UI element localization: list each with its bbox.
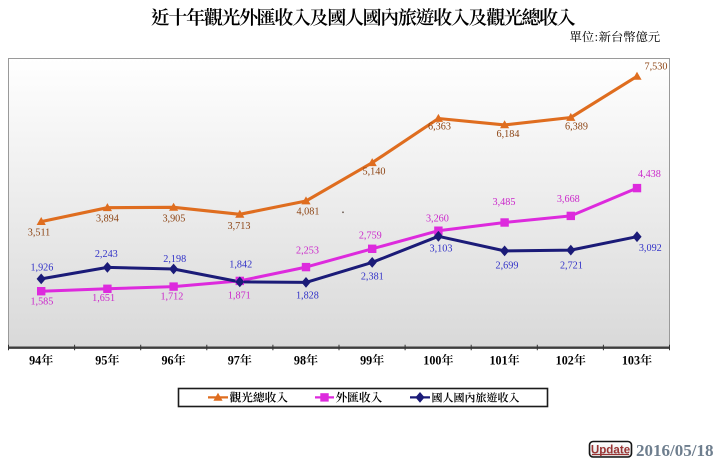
svg-text:1,871: 1,871 — [228, 290, 251, 301]
svg-text:6,184: 6,184 — [497, 129, 520, 140]
svg-text:3,511: 3,511 — [28, 227, 51, 238]
svg-text:102: 102 — [556, 353, 574, 367]
svg-text:2,198: 2,198 — [163, 254, 186, 265]
svg-text:96: 96 — [162, 353, 174, 367]
svg-text:95: 95 — [95, 353, 107, 367]
svg-text:98: 98 — [294, 353, 306, 367]
svg-text:4,438: 4,438 — [638, 169, 661, 180]
svg-text:2,243: 2,243 — [95, 249, 118, 260]
svg-text:4,081: 4,081 — [297, 207, 320, 218]
svg-text:1,828: 1,828 — [296, 291, 319, 302]
svg-text:1,842: 1,842 — [229, 259, 252, 270]
svg-text:2,381: 2,381 — [361, 271, 384, 282]
svg-text:3,894: 3,894 — [96, 213, 119, 224]
svg-text:2,759: 2,759 — [359, 231, 382, 242]
svg-text:1,651: 1,651 — [92, 293, 115, 304]
svg-text::: : — [595, 30, 598, 44]
svg-text:2,253: 2,253 — [296, 245, 319, 256]
svg-text:3,713: 3,713 — [228, 221, 251, 232]
svg-text:2016/05/18: 2016/05/18 — [636, 441, 713, 460]
svg-text:3,485: 3,485 — [493, 197, 516, 208]
svg-text:2,721: 2,721 — [560, 261, 583, 272]
svg-text:3,905: 3,905 — [162, 214, 185, 225]
svg-text:103: 103 — [622, 353, 640, 367]
svg-text:1,585: 1,585 — [30, 296, 53, 307]
svg-text:7,530: 7,530 — [645, 62, 668, 73]
svg-text:1,712: 1,712 — [160, 291, 183, 302]
svg-text:5,140: 5,140 — [363, 166, 386, 177]
svg-text:101: 101 — [489, 353, 507, 367]
svg-text:2,699: 2,699 — [496, 261, 519, 272]
svg-text:6,389: 6,389 — [565, 122, 588, 133]
svg-text:97: 97 — [228, 353, 240, 367]
svg-text:1,926: 1,926 — [30, 263, 53, 274]
svg-text:6,363: 6,363 — [428, 121, 451, 132]
svg-text:3,260: 3,260 — [426, 214, 449, 225]
svg-text:100: 100 — [423, 353, 441, 367]
svg-text:Update: Update — [591, 443, 631, 456]
svg-text:99: 99 — [360, 353, 372, 367]
svg-text:3,092: 3,092 — [639, 243, 662, 254]
svg-text:3,668: 3,668 — [557, 194, 580, 205]
svg-text:3,103: 3,103 — [430, 243, 453, 254]
svg-text:94: 94 — [29, 353, 41, 367]
